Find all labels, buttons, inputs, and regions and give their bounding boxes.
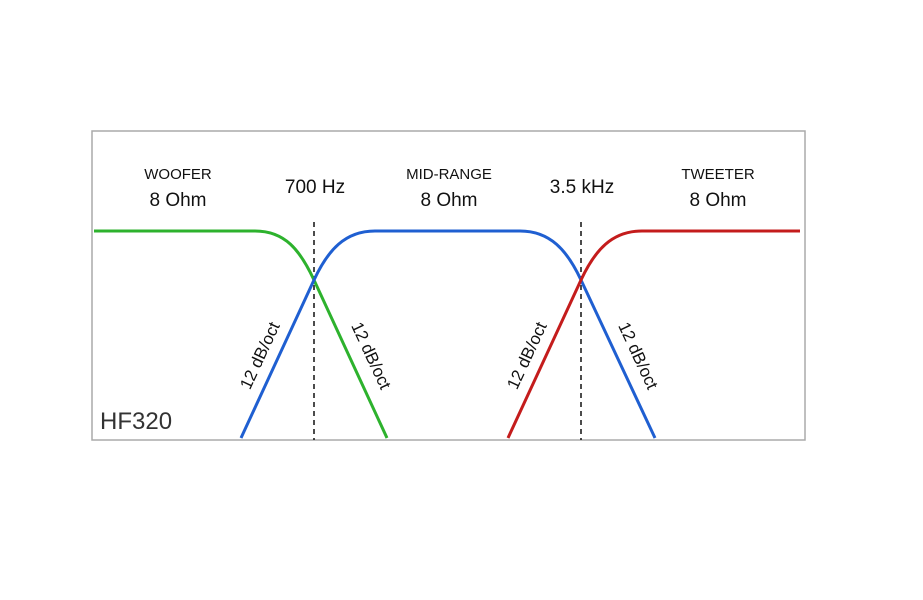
- frame: [91, 130, 806, 441]
- crossover-frequency: 3.5 kHz: [550, 177, 614, 198]
- driver-name: WOOFER: [144, 166, 212, 183]
- woofer-curve: [94, 229, 389, 439]
- driver-impedance: 8 Ohm: [689, 190, 746, 211]
- driver-name: MID-RANGE: [406, 166, 492, 183]
- driver-impedance: 8 Ohm: [149, 190, 206, 211]
- driver-impedance: 8 Ohm: [420, 190, 477, 211]
- driver-name: TWEETER: [681, 166, 754, 183]
- model-label: HF320: [100, 408, 172, 435]
- crossover-frequency: 700 Hz: [285, 177, 345, 198]
- tweeter-curve: [506, 229, 800, 439]
- midrange-curve: [239, 229, 657, 439]
